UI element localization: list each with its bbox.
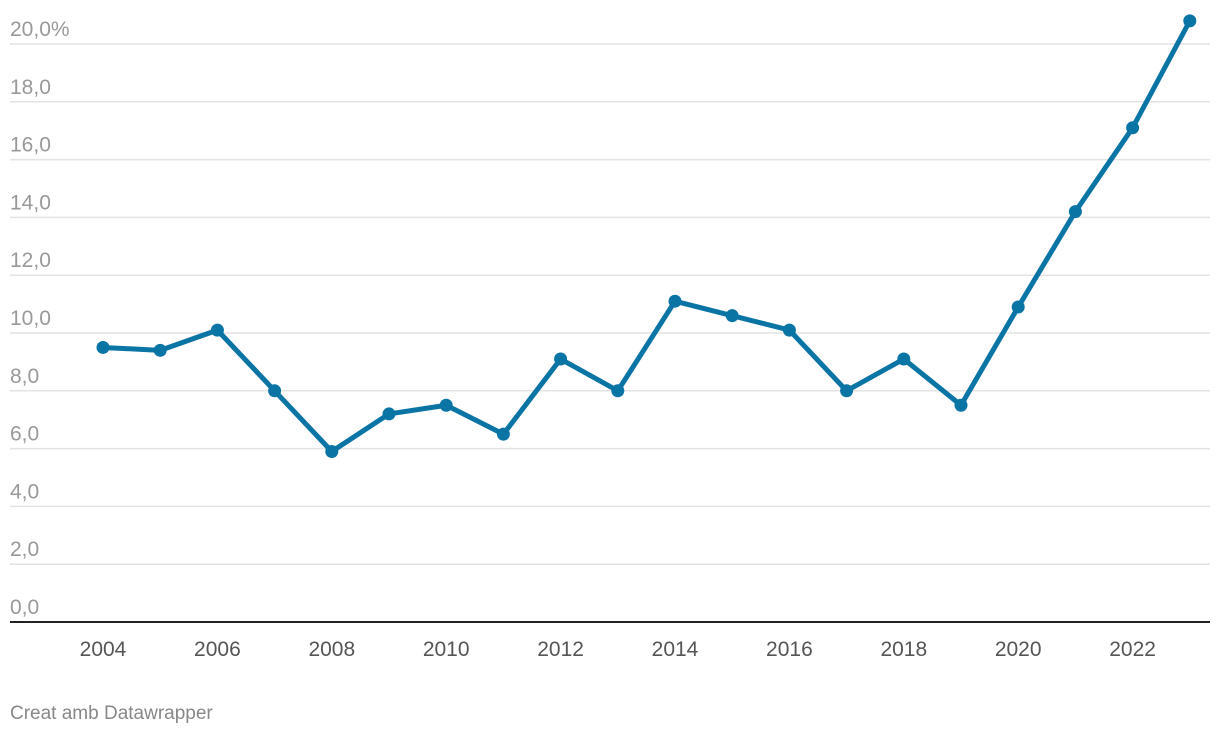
y-tick-label: 6,0 (10, 423, 39, 446)
y-tick-label: 4,0 (10, 480, 39, 503)
x-tick-label: 2018 (880, 638, 927, 661)
data-point (725, 309, 739, 323)
x-tick-label: 2012 (537, 638, 584, 661)
y-tick-label: 18,0 (10, 76, 51, 99)
y-tick-label: 0,0 (10, 596, 39, 619)
y-tick-label: 14,0 (10, 191, 51, 214)
data-point (668, 294, 682, 308)
data-point (840, 384, 854, 398)
series-layer (96, 14, 1197, 458)
data-point (1011, 300, 1025, 314)
data-point (1126, 121, 1140, 135)
data-point (954, 398, 968, 412)
credit-text: Creat amb Datawrapper (10, 703, 213, 724)
data-point (96, 340, 110, 354)
data-point (611, 384, 625, 398)
x-axis-tick-labels: 2004 2006 2008 2010 2012 2014 2016 2018 2020 2022 (80, 638, 1156, 661)
x-tick-label: 2014 (652, 638, 699, 661)
x-tick-label: 2004 (80, 638, 127, 661)
series-line (100, 18, 1193, 454)
y-tick-label: 2,0 (10, 538, 39, 561)
data-point (325, 444, 339, 458)
data-point (1183, 14, 1197, 28)
x-tick-label: 2006 (194, 638, 241, 661)
data-point (382, 407, 396, 421)
data-point (782, 323, 796, 337)
data-point (268, 384, 282, 398)
x-tick-label: 2020 (995, 638, 1042, 661)
y-tick-label: 12,0 (10, 249, 51, 272)
x-tick-label: 2010 (423, 638, 470, 661)
x-tick-label: 2016 (766, 638, 813, 661)
data-point (554, 352, 568, 366)
x-tick-label: 2008 (308, 638, 355, 661)
data-point (897, 352, 911, 366)
data-point (153, 343, 167, 357)
data-point (210, 323, 224, 337)
y-tick-label: 16,0 (10, 134, 51, 157)
data-point (1068, 205, 1082, 219)
y-tick-label: 20,0% (10, 18, 70, 41)
grid-lines (10, 43, 1210, 565)
data-point (439, 398, 453, 412)
data-point (496, 427, 510, 441)
x-tick-label: 2022 (1109, 638, 1156, 661)
y-tick-label: 8,0 (10, 365, 39, 388)
y-tick-label: 10,0 (10, 307, 51, 330)
y-axis-tick-labels: 0,0 2,0 4,0 6,0 8,0 10,0 12,0 14,0 16,0 18,0 20,0% (10, 18, 70, 619)
